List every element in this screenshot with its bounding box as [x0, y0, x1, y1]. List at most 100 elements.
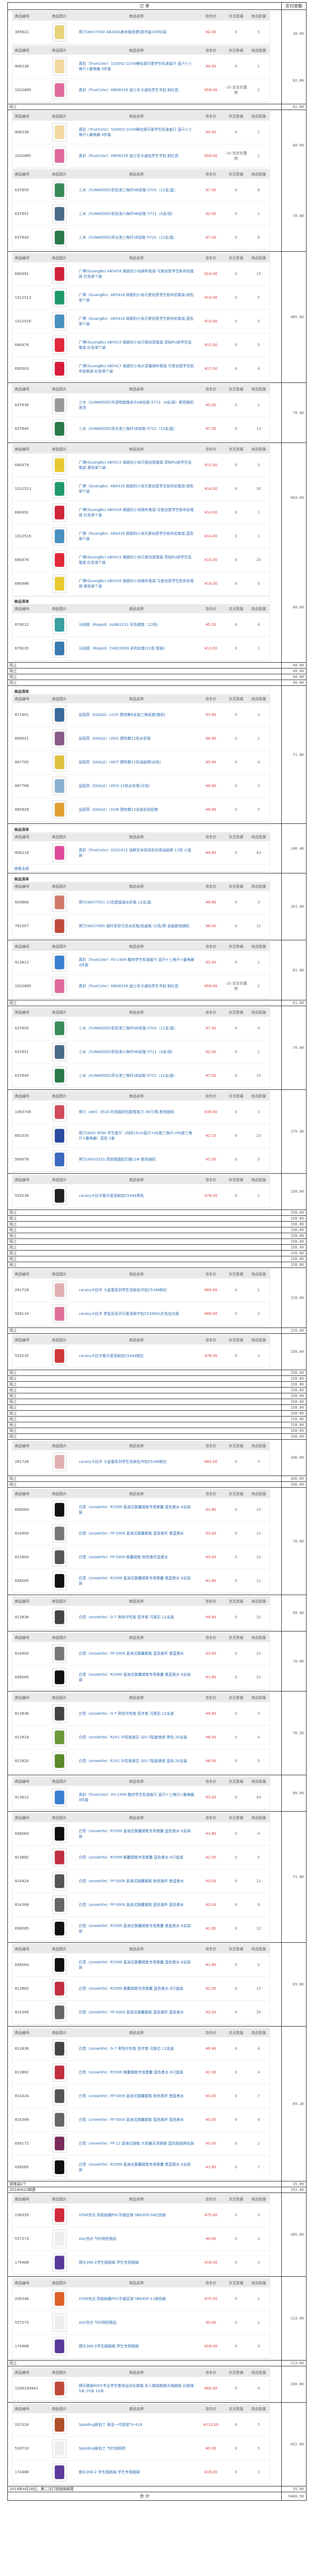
product-thumbnail[interactable]: [52, 2379, 67, 2398]
product-thumbnail[interactable]: [52, 1848, 67, 1867]
product-thumbnail[interactable]: [52, 503, 67, 522]
product-thumbnail[interactable]: [52, 729, 67, 748]
product-thumbnail[interactable]: [52, 2313, 67, 2332]
product-name-link[interactable]: 白雪（snowhite）FP-5009 直液式换囊钢笔 蓝色笔杆 墨蓝墨水: [78, 1531, 184, 1536]
product-thumbnail[interactable]: [52, 1304, 67, 1323]
product-thumbnail[interactable]: [52, 396, 67, 415]
product-name-link[interactable]: carany卡拉羊 七星春系列学生双肩包书包C5346粉红: [78, 1460, 167, 1464]
product-thumbnail[interactable]: [52, 1103, 67, 1122]
product-name-link[interactable]: 得力(deli)7540 4B200A美术橡皮擦(超市装)30块/袋: [78, 30, 166, 34]
product-name-link[interactable]: 白雪（snowhite）FP-5009 直液式换囊钢笔 粉色笔杆 墨蓝墨水: [78, 1879, 184, 1883]
product-thumbnail[interactable]: [52, 1979, 67, 1998]
product-name-link[interactable]: 白雪（snowhite）R5399 换囊钢笔专用墨囊 蓝色墨水 6只盒装: [78, 2070, 183, 2074]
product-name-link[interactable]: 白雪（snowhite）FP-5009 直液式换囊钢笔 蓝色笔杆 蓝色墨水: [78, 2118, 184, 2122]
product-name-link[interactable]: 白雪（snowhite）G-7 黑色中性笔 签字笔 可换芯 12支装: [78, 1712, 174, 1716]
product-name-link[interactable]: 白雪（snowhite）R5399 直液式换囊钢笔专用墨囊 蓝色墨水 6支袋装: [78, 1505, 191, 1515]
product-thumbnail[interactable]: [52, 1066, 67, 1085]
product-name-link[interactable]: 健乐368-2学生跳跳绳 学生专用跳绳: [78, 2344, 139, 2348]
product-thumbnail[interactable]: [52, 615, 67, 634]
product-thumbnail[interactable]: [52, 893, 67, 912]
product-thumbnail[interactable]: [52, 2206, 67, 2225]
product-thumbnail[interactable]: [52, 917, 67, 936]
product-thumbnail[interactable]: [52, 146, 67, 165]
product-thumbnail[interactable]: [52, 1500, 67, 1519]
product-name-link[interactable]: star世达 气针网兜赠品: [78, 2237, 117, 2241]
product-name-link[interactable]: 健乐368-2学生跳跳绳 学生专用跳绳: [78, 2260, 139, 2265]
product-name-link[interactable]: 广博(GuangBo) AB5415 佩妮的小岛可爱创意笔袋 高档PU皮学生铅笔…: [78, 460, 192, 470]
product-name-link[interactable]: 白雪（snowhite）R5399 换囊钢笔专用墨囊 蓝色墨水 6只盒装: [78, 1855, 183, 1860]
product-name-link[interactable]: carany卡拉羊 七星春系列学生双肩包书包C5346粉红: [78, 1288, 167, 1292]
product-thumbnail[interactable]: [52, 1524, 67, 1543]
product-thumbnail[interactable]: [52, 2003, 67, 2022]
product-name-link[interactable]: 白雪（snowhite）FP-5009 直液式换囊钢笔 蓝色笔杆 蓝色墨水: [78, 2010, 184, 2014]
product-name-link[interactable]: 白雪（snowhite）R5399 直液式换囊钢笔专用墨囊 蓝色墨水 6支袋装: [78, 1829, 191, 1838]
product-name-link[interactable]: 真彩（TrueColor）RS-1499 酷帅学生标准套尺 直尺+三角尺+量角器…: [78, 1793, 194, 1802]
product-thumbnail[interactable]: [52, 1752, 67, 1771]
product-name-link[interactable]: 马培德（Maped）AA861011 彩色蜡笔（12色）: [78, 623, 161, 627]
product-name-link[interactable]: 白雪（snowhite）G-7 黑色中性笔 签字笔 可换芯 12支装: [78, 1615, 174, 1619]
product-name-link[interactable]: 马培德（Maped）CH832009 彩色铅笔(12色 筒装): [78, 646, 165, 651]
product-thumbnail[interactable]: [52, 2463, 67, 2482]
product-name-link[interactable]: carany卡拉羊 梦星花系列可爱双肩书包C5349XL红色加大版: [78, 1312, 180, 1316]
product-name-link[interactable]: 益而高（EAGLE）U003 12色水彩笔(可洗): [78, 784, 150, 788]
product-name-link[interactable]: 白雪（snowhite）R5399 直液式换囊钢笔专用墨囊 墨蓝墨水 6支袋装: [78, 1673, 191, 1682]
product-thumbnail[interactable]: [52, 2415, 67, 2434]
product-thumbnail[interactable]: [52, 123, 67, 142]
product-name-link[interactable]: 真彩（TrueColor）D201612 迪斯尼米奇炫彩丝滑油画棒 12色 小盒…: [78, 848, 192, 858]
product-name-link[interactable]: 三木（SUNWOOD)半透明套橡皮头HB铅笔-5713（4支/袋）颜色随机发货: [78, 400, 194, 410]
product-name-link[interactable]: 三木（SUNWOOD)荧光漆三角杆2B铅笔-5722（12支/盒）: [78, 235, 177, 240]
product-name-link[interactable]: 三木（SUNWOOD)荧光漆三角杆2B铅笔-5722（12支/盒）: [78, 427, 177, 431]
product-name-link[interactable]: 白雪（snowhite）FP-5009 直液式换囊钢笔 粉色笔杆 墨蓝墨水: [78, 2094, 184, 2098]
product-thumbnail[interactable]: [52, 1608, 67, 1627]
product-thumbnail[interactable]: [52, 2229, 67, 2248]
product-thumbnail[interactable]: [52, 2134, 67, 2153]
product-name-link[interactable]: STAR世达 高级耐磨PVC手缝足球 SB6305-04红色款: [78, 2213, 166, 2217]
product-thumbnail[interactable]: [52, 550, 67, 569]
product-name-link[interactable]: 三木（SUNWOOD)荧光漆三角杆2B铅笔-5722（12支/盒）: [78, 1074, 177, 1078]
product-thumbnail[interactable]: [52, 953, 67, 972]
product-name-link[interactable]: 三木（SUNWOOD)彩色漆六角杆HB铅笔-5711（4支/袋）: [78, 1050, 175, 1054]
product-name-link[interactable]: 白雪（snowhite）G-7 黑色中性笔 签字笔 可换芯 12支装: [78, 2047, 174, 2051]
product-name-link[interactable]: 真彩（TrueColor）M606159 迪士尼卡通包学生书包 粉红色: [78, 154, 179, 158]
product-thumbnail[interactable]: [52, 1668, 67, 1687]
product-name-link[interactable]: 真彩（TrueColor）520002 CUYA睡包朋可爱学生标准套尺 直尺+三…: [78, 127, 192, 137]
product-thumbnail[interactable]: [52, 1704, 67, 1723]
product-thumbnail[interactable]: [52, 843, 67, 862]
product-thumbnail[interactable]: [52, 23, 67, 42]
product-thumbnail[interactable]: [52, 81, 67, 100]
product-name-link[interactable]: 白雪（snowhite）R5399 直液式换囊钢笔专用墨囊 蓝色墨水 6支袋装: [78, 1960, 191, 1970]
product-thumbnail[interactable]: [52, 204, 67, 223]
product-name-link[interactable]: 白雪（snowhite）FP-5009 直液式换囊钢笔 蓝色笔杆 墨蓝墨水: [78, 1651, 184, 1656]
product-thumbnail[interactable]: [52, 419, 67, 438]
product-name-link[interactable]: Spalding斯伯丁 气针和网兜: [78, 2446, 126, 2451]
product-name-link[interactable]: 白雪（snowhite）R201 中性笔替芯 与G-7配套使用 黑色 20支装: [78, 1735, 187, 1739]
product-thumbnail[interactable]: [52, 1788, 67, 1807]
product-name-link[interactable]: 广博(GuangBo) AB5416 佩妮的小岛棉布笔袋 可爱创意学生帆布铅笔袋…: [78, 579, 194, 588]
product-thumbnail[interactable]: [52, 753, 67, 772]
product-thumbnail[interactable]: [52, 639, 67, 658]
product-thumbnail[interactable]: [52, 1346, 67, 1365]
product-thumbnail[interactable]: [52, 2110, 67, 2129]
product-thumbnail[interactable]: [52, 359, 67, 378]
product-name-link[interactable]: 广博(GuangBo) AB5415 佩妮的小岛可爱创意笔袋 高档PU皮学生铅笔…: [78, 555, 192, 565]
product-thumbnail[interactable]: [52, 1955, 67, 1974]
product-thumbnail[interactable]: [52, 1281, 67, 1300]
product-name-link[interactable]: 三木（SUNWOOD)彩色漆三角杆HB铅笔-5701（12支/盒）: [78, 1026, 178, 1030]
product-thumbnail[interactable]: [52, 2063, 67, 2082]
product-thumbnail[interactable]: [52, 800, 67, 819]
product-name-link[interactable]: 得力(deli) 9594 学生套尺（内附15cm直尺+45度三角尺+60度三角…: [78, 1131, 193, 1140]
product-name-link[interactable]: Spalding斯伯丁 黄金一代篮球74-416: [78, 2423, 142, 2427]
product-thumbnail[interactable]: [52, 181, 67, 200]
product-name-link[interactable]: 白雪（snowhite）R5399 直液式换囊钢笔专用墨囊 墨蓝墨水 6支袋装: [78, 2162, 191, 2172]
product-name-link[interactable]: 广博(GuangBo) AB5416 佩妮的小岛棉布笔袋 可爱创意学生帆布铅笔袋…: [78, 508, 194, 517]
product-name-link[interactable]: 益而高（EAGLE）U106 费特曼12支装彩色铅笔: [78, 808, 158, 812]
product-name-link[interactable]: 益而高（EAGLE）u103 费特曼6支装三角铅笔(随机): [78, 713, 166, 717]
product-name-link[interactable]: star世达 气针网兜赠品: [78, 2321, 117, 2325]
product-thumbnail[interactable]: [52, 2253, 67, 2272]
product-thumbnail[interactable]: [52, 479, 67, 498]
product-name-link[interactable]: 真彩（TrueColor）M606159 迪士尼卡通包学生书包 粉红色: [78, 88, 179, 92]
product-name-link[interactable]: carany卡拉羊春天里双肩包C5444粉红: [78, 1354, 144, 1358]
product-name-link[interactable]: 真彩（TrueColor）520002 CUYA睡包朋可爱学生标准套尺 直尺+三…: [78, 62, 192, 71]
product-thumbnail[interactable]: [52, 574, 67, 593]
product-name-link[interactable]: 广博（GuangBo）AB5416 佩妮的小岛可爱创意学生帆布铅笔袋 蓝色 单个…: [78, 532, 194, 541]
